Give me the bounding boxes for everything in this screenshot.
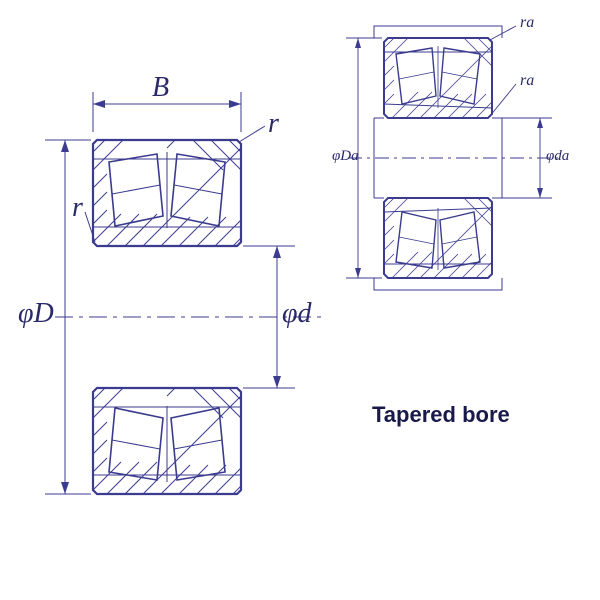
secondary-diagram <box>340 18 570 318</box>
label-r-top: r <box>268 108 279 140</box>
label-B: B <box>152 72 169 104</box>
label-phiD: φD <box>18 298 54 330</box>
diagram-canvas: B r r φD φd ra ra φDa φda Tapered bore <box>0 0 600 600</box>
label-r-mid: r <box>72 192 83 224</box>
label-phida: φda <box>546 148 569 165</box>
caption-tapered-bore: Tapered bore <box>372 402 510 428</box>
label-phiDa: φDa <box>332 148 359 165</box>
label-ra-top: ra <box>520 14 534 32</box>
label-phid: φd <box>282 298 312 330</box>
label-ra-mid: ra <box>520 72 534 90</box>
